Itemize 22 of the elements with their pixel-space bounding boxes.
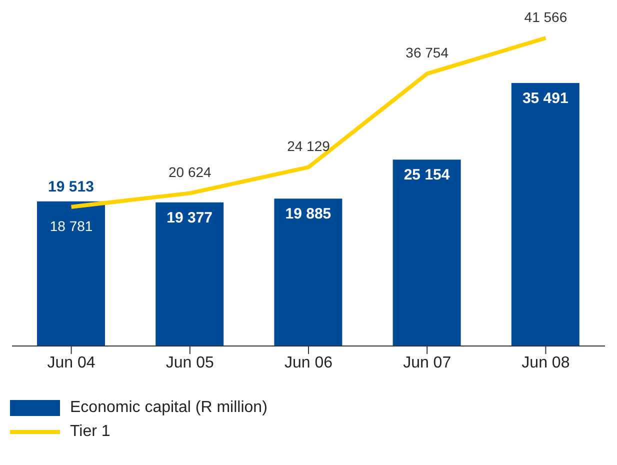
data-label: 35 491 [522, 90, 568, 108]
legend-label: Economic capital (R million) [70, 399, 268, 417]
data-label: 36 754 [406, 44, 449, 61]
bar [156, 202, 224, 346]
bar [274, 198, 342, 346]
data-label: 19 513 [48, 178, 94, 196]
bar [392, 160, 461, 346]
data-label: 20 624 [168, 164, 212, 180]
x-tick-label: Jun 04 [47, 354, 96, 372]
x-tick-label: Jun 07 [403, 354, 452, 372]
bar [511, 83, 580, 346]
data-label: 19 377 [166, 209, 213, 226]
data-label: 24 129 [287, 138, 330, 154]
data-label: 18 781 [50, 218, 93, 234]
data-label: 41 566 [524, 9, 568, 25]
x-tick-label: Jun 06 [284, 354, 333, 372]
x-tick-label: Jun 05 [166, 354, 214, 372]
data-label: 19 885 [285, 206, 332, 223]
bar [37, 201, 105, 346]
x-tick-label: Jun 08 [522, 354, 570, 372]
legend-label: Tier 1 [70, 423, 110, 441]
data-label: 25 154 [404, 166, 450, 184]
